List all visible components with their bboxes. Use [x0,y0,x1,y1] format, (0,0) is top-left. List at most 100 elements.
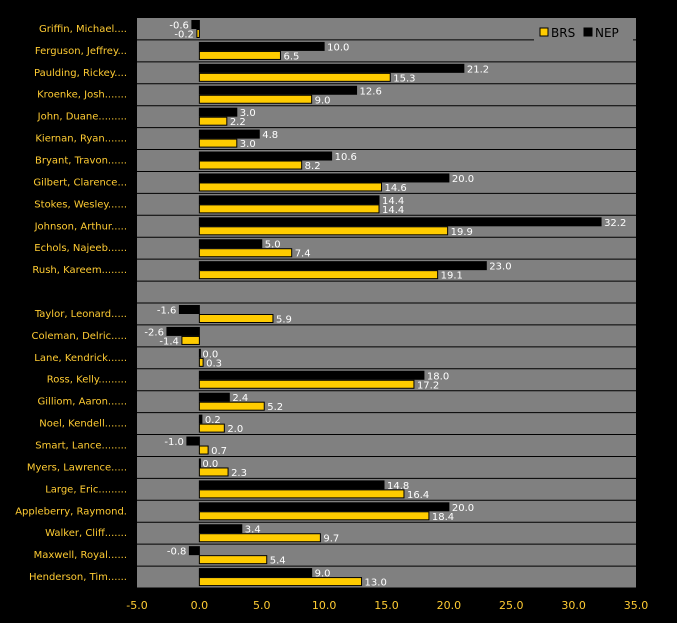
category-label: Paulding, Rickey.... [34,68,127,79]
nep-bar [198,370,425,380]
brs-value-label: 0.3 [206,358,222,369]
legend: BRS NEP [534,23,633,41]
nep-bar [198,502,450,512]
category-label: Ferguson, Jeffrey... [35,46,127,57]
brs-bar [198,182,383,192]
nep-bar [198,261,487,271]
nep-value-label: 20.0 [452,503,474,514]
nep-value-label: 14.4 [382,196,404,207]
nep-value-label: 0.2 [205,415,221,426]
nep-bar [198,524,243,534]
category-label: Griffin, Michael.... [39,24,127,35]
nep-bar [198,480,385,490]
brs-bar [198,379,415,389]
nep-bar [198,414,203,424]
nep-value-label: 4.8 [262,130,278,141]
brs-value-label: 9.7 [323,534,339,545]
brs-bar [198,270,439,280]
category-label: Ross, Kelly......... [47,375,127,386]
brs-value-label: 19.9 [451,227,473,238]
category-label: Gilliom, Aaron...... [38,397,127,408]
brs-bar [198,204,380,214]
brs-value-label: 7.4 [295,249,311,260]
nep-value-label: 10.6 [335,152,357,163]
x-tick-label: 30.0 [561,599,586,612]
nep-value-label: -2.6 [144,327,164,338]
nep-value-label: 2.4 [232,393,248,404]
legend-label-brs: BRS [551,26,575,40]
brs-bar [198,445,209,455]
nep-bar [198,458,201,468]
nep-value-label: -1.0 [164,437,184,448]
x-tick-label: 15.0 [374,599,399,612]
category-label: Johnson, Arthur..... [34,221,127,232]
value-labels: -0.6-0.210.06.521.215.312.69.03.02.24.83… [144,21,626,589]
category-label: Rush, Kareem........ [32,265,127,276]
nep-value-label: 23.0 [489,262,511,273]
brs-bar [181,335,200,345]
nep-value-label: 14.8 [387,481,409,492]
legend-label-nep: NEP [595,26,619,40]
nep-value-label: 18.0 [427,371,449,382]
brs-bar [198,94,313,104]
brs-bar [198,138,238,148]
nep-value-label: 12.6 [360,86,382,97]
x-tick-label: 10.0 [312,599,337,612]
brs-value-label: 3.0 [240,139,256,150]
brs-value-label: 16.4 [407,490,429,501]
legend-swatch-brs [539,27,549,37]
brs-value-label: 5.2 [267,402,283,413]
brs-bar [198,226,449,236]
category-label: Coleman, Delric..... [31,331,127,342]
nep-bar [188,546,200,556]
nep-bar [198,348,201,358]
nep-value-label: -1.6 [157,306,177,317]
nep-bar [198,239,263,249]
nep-value-label: 21.2 [467,64,489,75]
nep-value-label: 3.0 [240,108,256,119]
x-tick-label: 20.0 [437,599,462,612]
brs-value-label: 2.0 [227,424,243,435]
category-labels: Griffin, Michael.... Ferguson, Jeffrey...… [15,24,127,583]
brs-value-label: 6.5 [283,51,299,62]
x-tick-label: -5.0 [126,599,147,612]
x-tick-label: 0.0 [191,599,209,612]
brs-bar [198,314,274,323]
nep-bar [166,326,200,336]
legend-swatch-nep [583,27,593,37]
brs-value-label: 2.2 [230,117,246,128]
brs-value-label: 5.9 [276,315,292,326]
brs-value-label: 9.0 [315,95,331,106]
brs-value-label: 13.0 [365,578,387,589]
brs-bar [198,357,204,367]
brs-bar [198,50,281,60]
brs-value-label: 15.3 [393,73,415,84]
brs-value-label: 14.4 [382,205,404,216]
brs-bar [198,401,265,411]
brs-value-label: 18.4 [432,512,454,523]
brs-bar [198,467,229,477]
nep-value-label: 0.0 [202,349,218,360]
x-tick-label: 25.0 [499,599,524,612]
brs-bar [198,489,405,499]
nep-value-label: 32.2 [604,218,626,229]
category-label: Lane, Kendrick...... [34,353,127,364]
category-label: Kroenke, Josh....... [37,90,127,101]
brs-value-label: -1.4 [159,336,179,347]
nep-value-label: -0.8 [167,547,187,558]
category-label: Maxwell, Royal...... [34,550,127,561]
brs-bar [198,248,293,258]
nep-bar [198,173,450,183]
brs-bar [198,555,268,565]
brs-bar [198,423,225,433]
brs-bar [198,116,228,126]
brs-value-label: 8.2 [305,161,321,172]
category-label: Myers, Lawrence..... [27,462,127,473]
nep-bar [198,41,325,51]
nep-bar [198,217,602,227]
nep-value-label: 20.0 [452,174,474,185]
brs-value-label: 19.1 [441,271,463,282]
nep-bar [186,436,200,446]
brs-value-label: 2.3 [231,468,247,479]
